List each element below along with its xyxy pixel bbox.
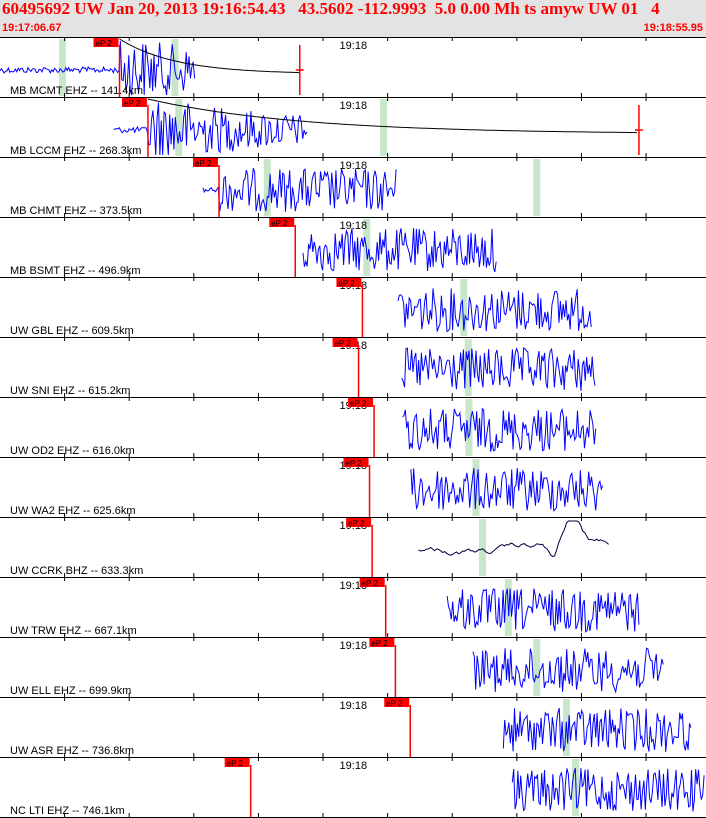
- pick-label: eP 2: [335, 339, 352, 348]
- station-label: UW WA2 EHZ -- 625.6km: [10, 505, 136, 517]
- window-marker: [478, 519, 486, 576]
- end-time: 19:18:55.95: [643, 22, 703, 34]
- station-label: MB LCCM EHZ -- 268.3km: [10, 145, 141, 157]
- pick-flag: [332, 338, 358, 347]
- pick-flag: [193, 158, 219, 167]
- trace-waveform: [511, 767, 705, 812]
- pick-label: eP 2: [338, 279, 355, 288]
- event-title: 60495692 UW Jan 20, 2013 19:16:54.43 43.…: [2, 0, 660, 18]
- window-marker: [59, 39, 67, 96]
- trace-waveform: [401, 346, 596, 392]
- pick-flag: [336, 278, 362, 287]
- pick-flag: [343, 458, 369, 467]
- pick-flag: [384, 698, 410, 707]
- pick-flag: [369, 638, 395, 647]
- pick-flag: [359, 578, 385, 587]
- minute-label: 19:18: [340, 40, 368, 52]
- station-label: UW OD2 EHZ -- 616.0km: [10, 445, 135, 457]
- station-label: MB MCMT EHZ -- 141.4km: [10, 85, 143, 97]
- pick-label: eP 2: [386, 699, 403, 708]
- station-label: UW TRW EHZ -- 667.1km: [10, 625, 137, 637]
- window-marker: [363, 219, 371, 276]
- trace-waveform: [472, 647, 664, 694]
- pick-flag: [121, 98, 147, 107]
- pick-label: eP 2: [362, 579, 379, 588]
- trace-waveform: [0, 40, 196, 96]
- window-marker: [464, 339, 472, 396]
- station-label: UW ASR EHZ -- 736.8km: [10, 745, 134, 757]
- station-label: NC LTI EHZ -- 746.1km: [10, 805, 125, 817]
- station-label: UW CCRK BHZ -- 633.3km: [10, 565, 143, 577]
- pick-label: eP 2: [271, 219, 288, 228]
- decay-curve: [147, 98, 637, 134]
- pick-flag: [224, 758, 250, 767]
- trace-waveform: [418, 520, 609, 558]
- minute-label: 19:18: [340, 160, 368, 172]
- pick-flag: [348, 398, 374, 407]
- station-label: MB BSMT EHZ -- 496.9km: [10, 265, 141, 277]
- pick-label: eP 2: [96, 39, 113, 48]
- minute-label: 19:18: [340, 640, 368, 652]
- station-label: MB CHMT EHZ -- 373.5km: [10, 205, 142, 217]
- station-label: UW SNI EHZ -- 615.2km: [10, 385, 130, 397]
- pick-flag: [269, 218, 295, 227]
- header-bar: 60495692 UW Jan 20, 2013 19:16:54.43 43.…: [0, 0, 706, 37]
- window-marker: [533, 639, 541, 696]
- window-marker: [263, 159, 271, 216]
- trace-waveform: [502, 707, 692, 752]
- trace-waveform: [397, 288, 592, 333]
- pick-label: eP 2: [371, 639, 388, 648]
- trace-waveform: [446, 588, 640, 633]
- window-marker: [533, 159, 541, 216]
- trace-waveform: [113, 102, 308, 156]
- minute-label: 19:18: [340, 220, 368, 232]
- start-time: 19:17:06.67: [2, 22, 62, 34]
- decay-curve: [119, 38, 300, 74]
- window-marker: [380, 99, 388, 156]
- pick-flag: [346, 518, 372, 527]
- window-marker: [175, 99, 183, 156]
- pick-label: eP 2: [195, 159, 212, 168]
- trace-waveform: [202, 167, 397, 212]
- minute-label: 19:18: [340, 760, 368, 772]
- station-label: UW GBL EHZ -- 609.5km: [10, 325, 134, 337]
- pick-label: eP 2: [346, 459, 363, 468]
- trace-waveform: [410, 468, 604, 512]
- pick-flag: [93, 38, 119, 47]
- pick-label: eP 2: [348, 519, 365, 528]
- trace-waveform: [302, 228, 497, 273]
- window-marker: [465, 399, 473, 456]
- station-label: UW ELL EHZ -- 699.9km: [10, 685, 131, 697]
- pick-label: eP 2: [350, 399, 367, 408]
- minute-label: 19:18: [340, 700, 368, 712]
- trace-waveform: [402, 407, 597, 452]
- pick-label: eP 2: [124, 99, 141, 108]
- window-marker: [460, 279, 468, 336]
- minute-label: 19:18: [340, 100, 368, 112]
- pick-label: eP 2: [227, 759, 244, 768]
